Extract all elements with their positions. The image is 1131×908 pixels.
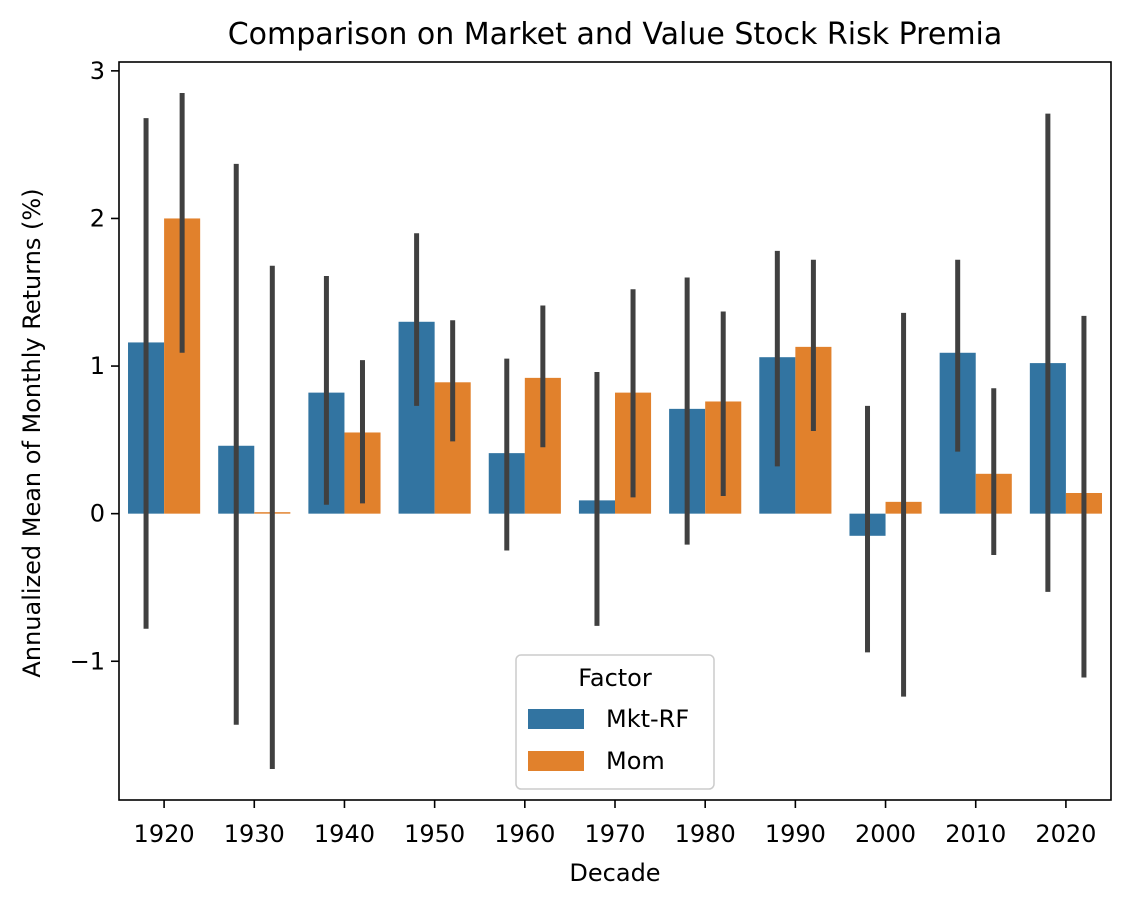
x-tick-label: 1970	[584, 820, 645, 848]
x-tick-label: 1980	[675, 820, 736, 848]
x-tick-label: 1940	[314, 820, 375, 848]
legend: Factor Mkt-RF Mom	[515, 654, 715, 790]
x-tick-label: 2020	[1035, 820, 1096, 848]
y-tick-label: −1	[70, 647, 105, 675]
y-tick-label: 3	[90, 57, 105, 85]
x-axis-label: Decade	[569, 859, 660, 887]
x-tick-label: 1990	[765, 820, 826, 848]
chart-title: Comparison on Market and Value Stock Ris…	[228, 17, 1003, 52]
legend-title: Factor	[578, 664, 652, 692]
x-tick-label: 1950	[404, 820, 465, 848]
y-tick-label: 1	[90, 352, 105, 380]
x-tick-label: 1960	[494, 820, 555, 848]
y-tick-label: 0	[90, 500, 105, 528]
legend-swatch-mkt-rf	[528, 709, 584, 729]
x-tick-label: 1930	[224, 820, 285, 848]
x-tick-label: 2000	[855, 820, 916, 848]
legend-label-mkt-rf: Mkt-RF	[606, 705, 689, 733]
legend-swatch-mom	[528, 751, 584, 771]
plot-area: −1 0 1 2 3 1920 1930 1940 1950 1960 1970 1980 1990 20…	[70, 57, 1112, 848]
y-tick-label: 2	[90, 204, 105, 232]
legend-label-mom: Mom	[606, 747, 665, 775]
x-tick-label: 1920	[134, 820, 195, 848]
y-axis-label: Annualized Mean of Monthly Returns (%)	[18, 188, 46, 677]
x-tick-label: 2010	[945, 820, 1006, 848]
